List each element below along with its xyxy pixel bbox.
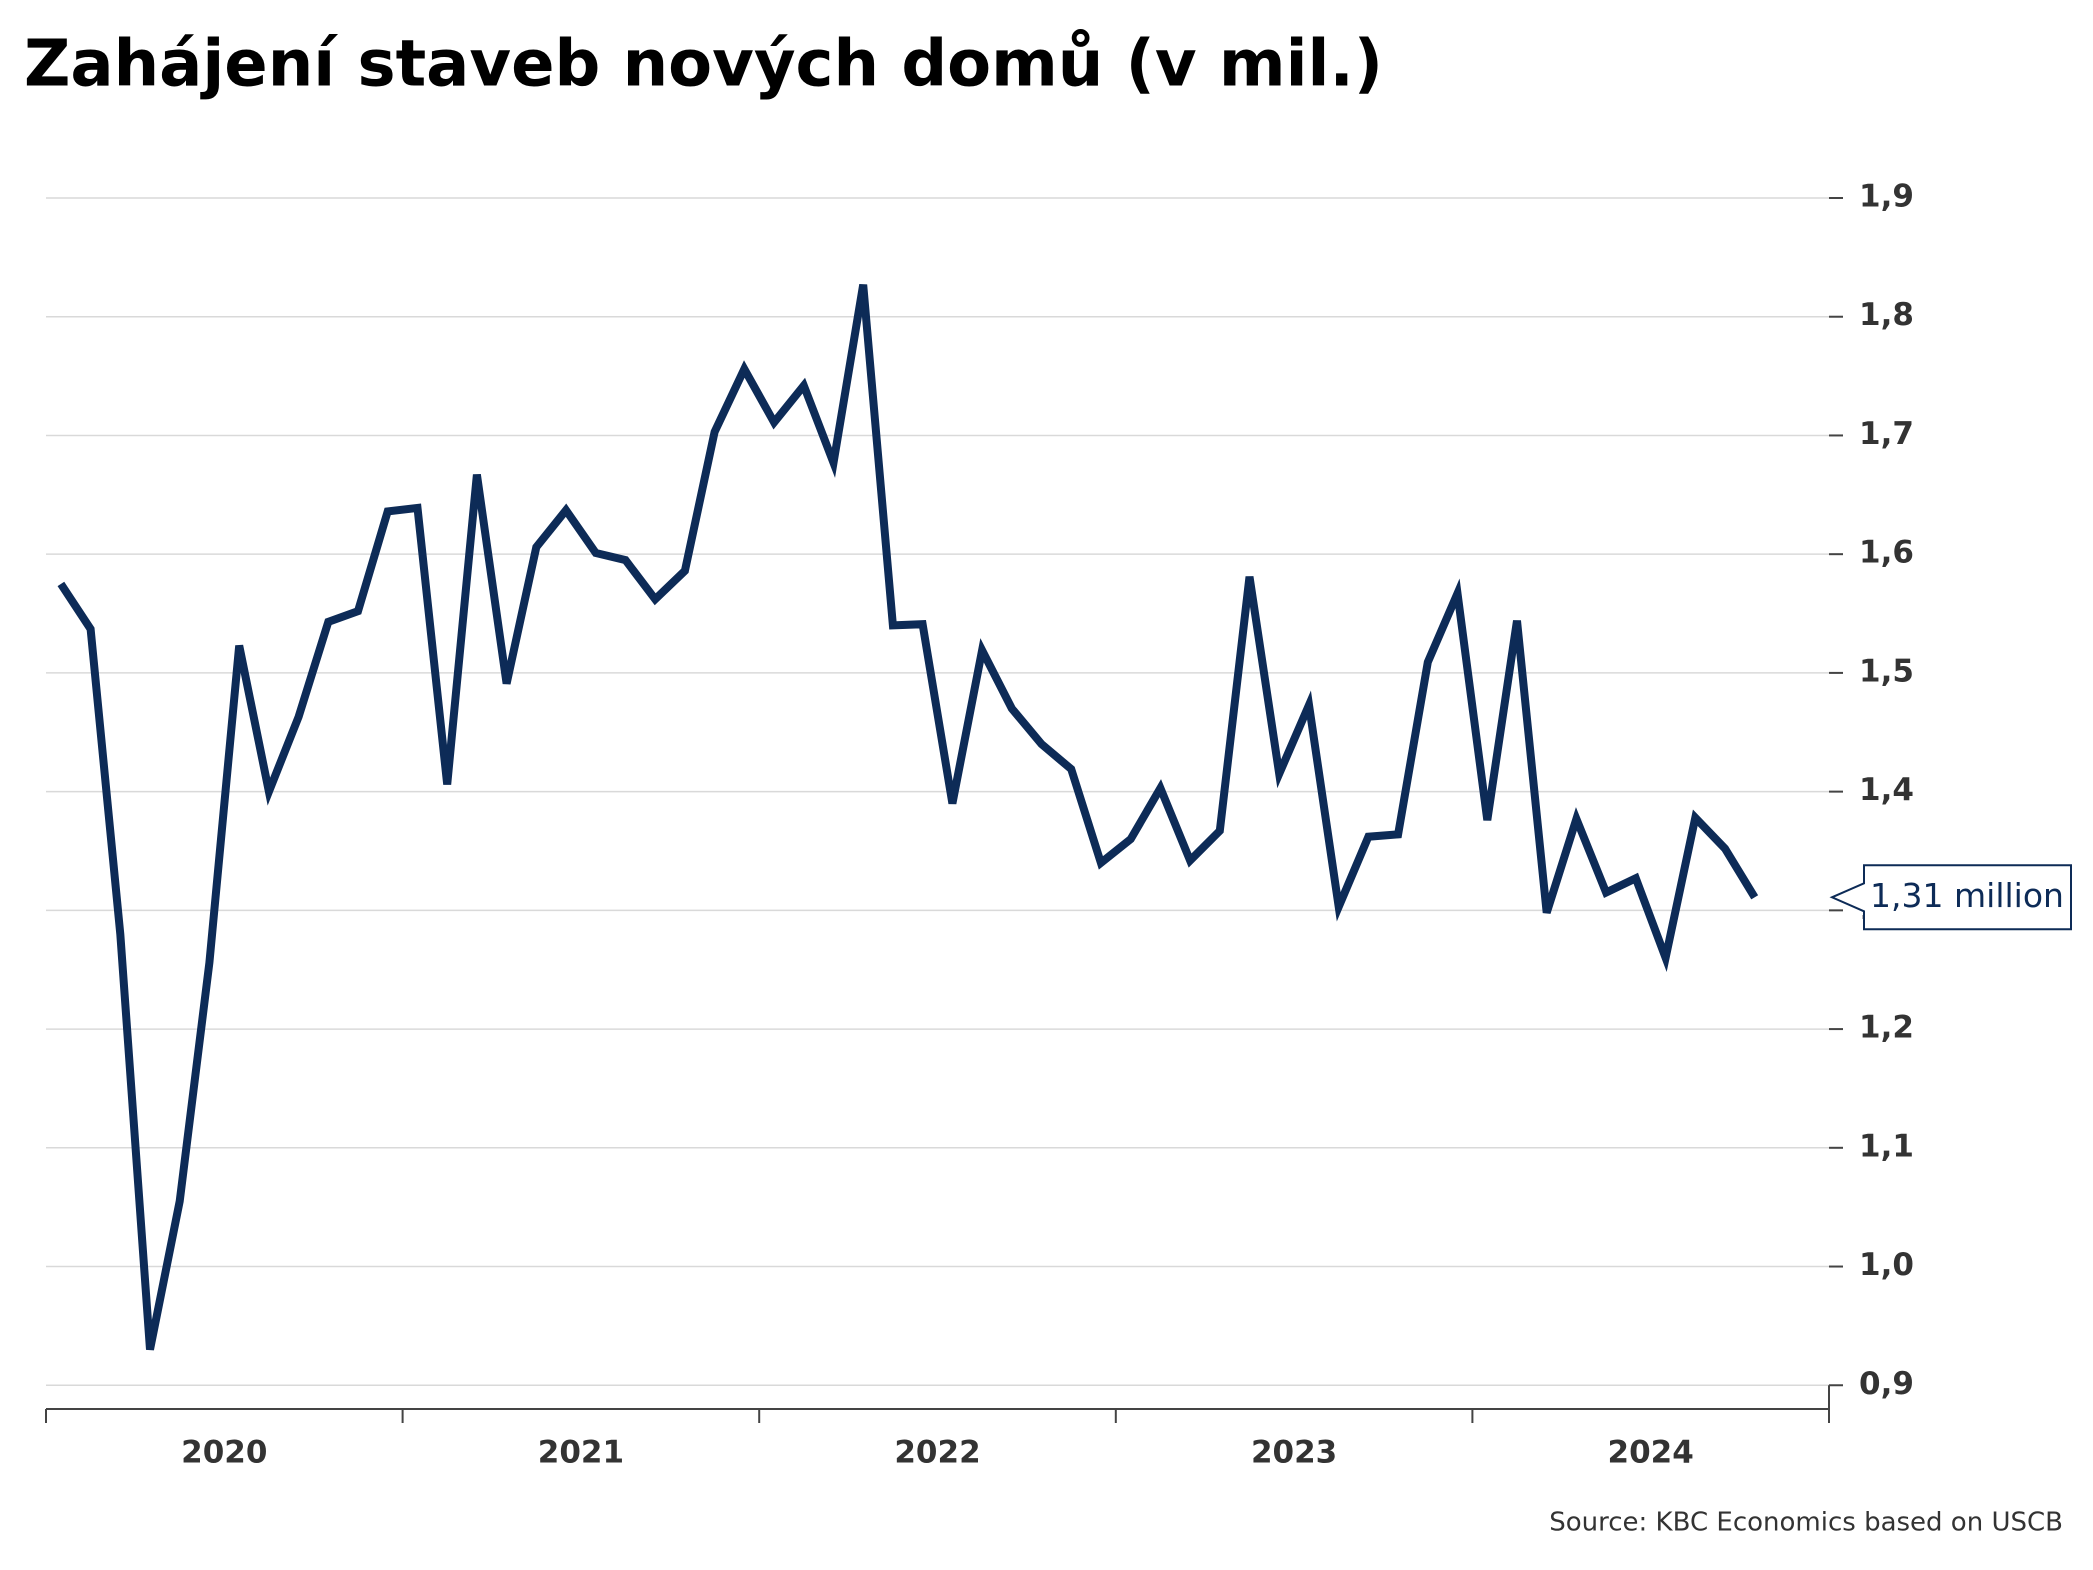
y-tick-label: 1,6 [1859, 535, 1914, 571]
x-tick-label: 2021 [538, 1435, 624, 1471]
annotation: 1,31 million [1870, 876, 2064, 915]
annotation-box [1829, 864, 2072, 931]
y-tick-label: 1,5 [1859, 653, 1914, 689]
x-tick-label: 2020 [181, 1435, 267, 1471]
x-tick-label: 2023 [1251, 1435, 1337, 1471]
y-tick-label: 1,0 [1859, 1247, 1914, 1283]
x-tick-label: 2024 [1608, 1435, 1694, 1471]
y-tick-label: 1,7 [1859, 416, 1914, 452]
data-line [57, 284, 1759, 1351]
x-tick-label: 2022 [894, 1435, 980, 1471]
y-tick-label: 1,4 [1859, 772, 1914, 808]
y-tick-label: 1,9 [1859, 179, 1914, 215]
y-tick-label: 1,8 [1859, 297, 1914, 333]
y-tick-label: 1,1 [1859, 1128, 1914, 1164]
y-tick-label: 1,2 [1859, 1010, 1914, 1046]
source-note: Source: KBC Economics based on USCB [1549, 1508, 2063, 1538]
y-tick-label: 0,9 [1859, 1366, 1914, 1402]
chart-title: Zahájení staveb nových domů (v mil.) [24, 28, 1383, 102]
